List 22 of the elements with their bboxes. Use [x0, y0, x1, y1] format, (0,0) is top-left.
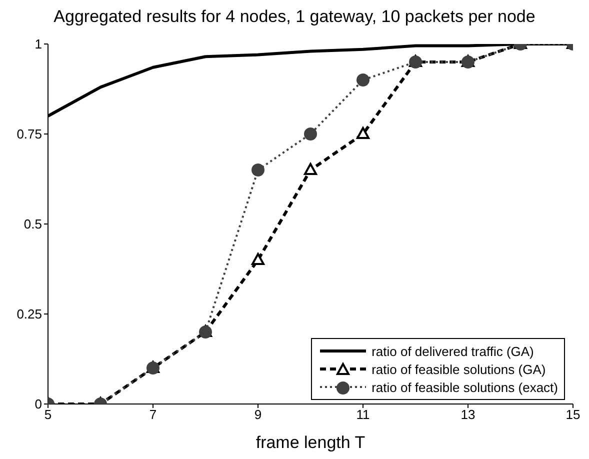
x-tick-label: 11 [356, 407, 370, 422]
y-tick-label: 0.75 [16, 126, 42, 142]
x-tick-label: 13 [460, 407, 476, 422]
y-tick-label: 0.5 [24, 216, 42, 232]
point [252, 164, 264, 176]
chart-title: Aggregated results for 4 nodes, 1 gateway, 10 packets per node [52, 6, 536, 28]
x-tick-label: 7 [149, 407, 157, 422]
point [356, 74, 370, 86]
x-axis-title: frame length T [256, 433, 366, 452]
legend-label: ratio of feasible solutions (exact) [372, 380, 558, 394]
point [252, 253, 264, 265]
x-tick-label: 9 [254, 407, 262, 422]
point [304, 128, 317, 140]
y-tick-label: 0 [34, 396, 42, 412]
point [304, 163, 317, 175]
x-tick-label: 5 [44, 407, 52, 422]
legend-label: ratio of feasible solutions (GA) [372, 362, 546, 376]
y-tick-label: 0.25 [16, 306, 42, 322]
point [356, 127, 370, 139]
y-tick-label: 1 [34, 36, 42, 52]
x-tick-label: 15 [566, 407, 580, 422]
legend-label: ratio of delivered traffic (GA) [372, 344, 534, 358]
